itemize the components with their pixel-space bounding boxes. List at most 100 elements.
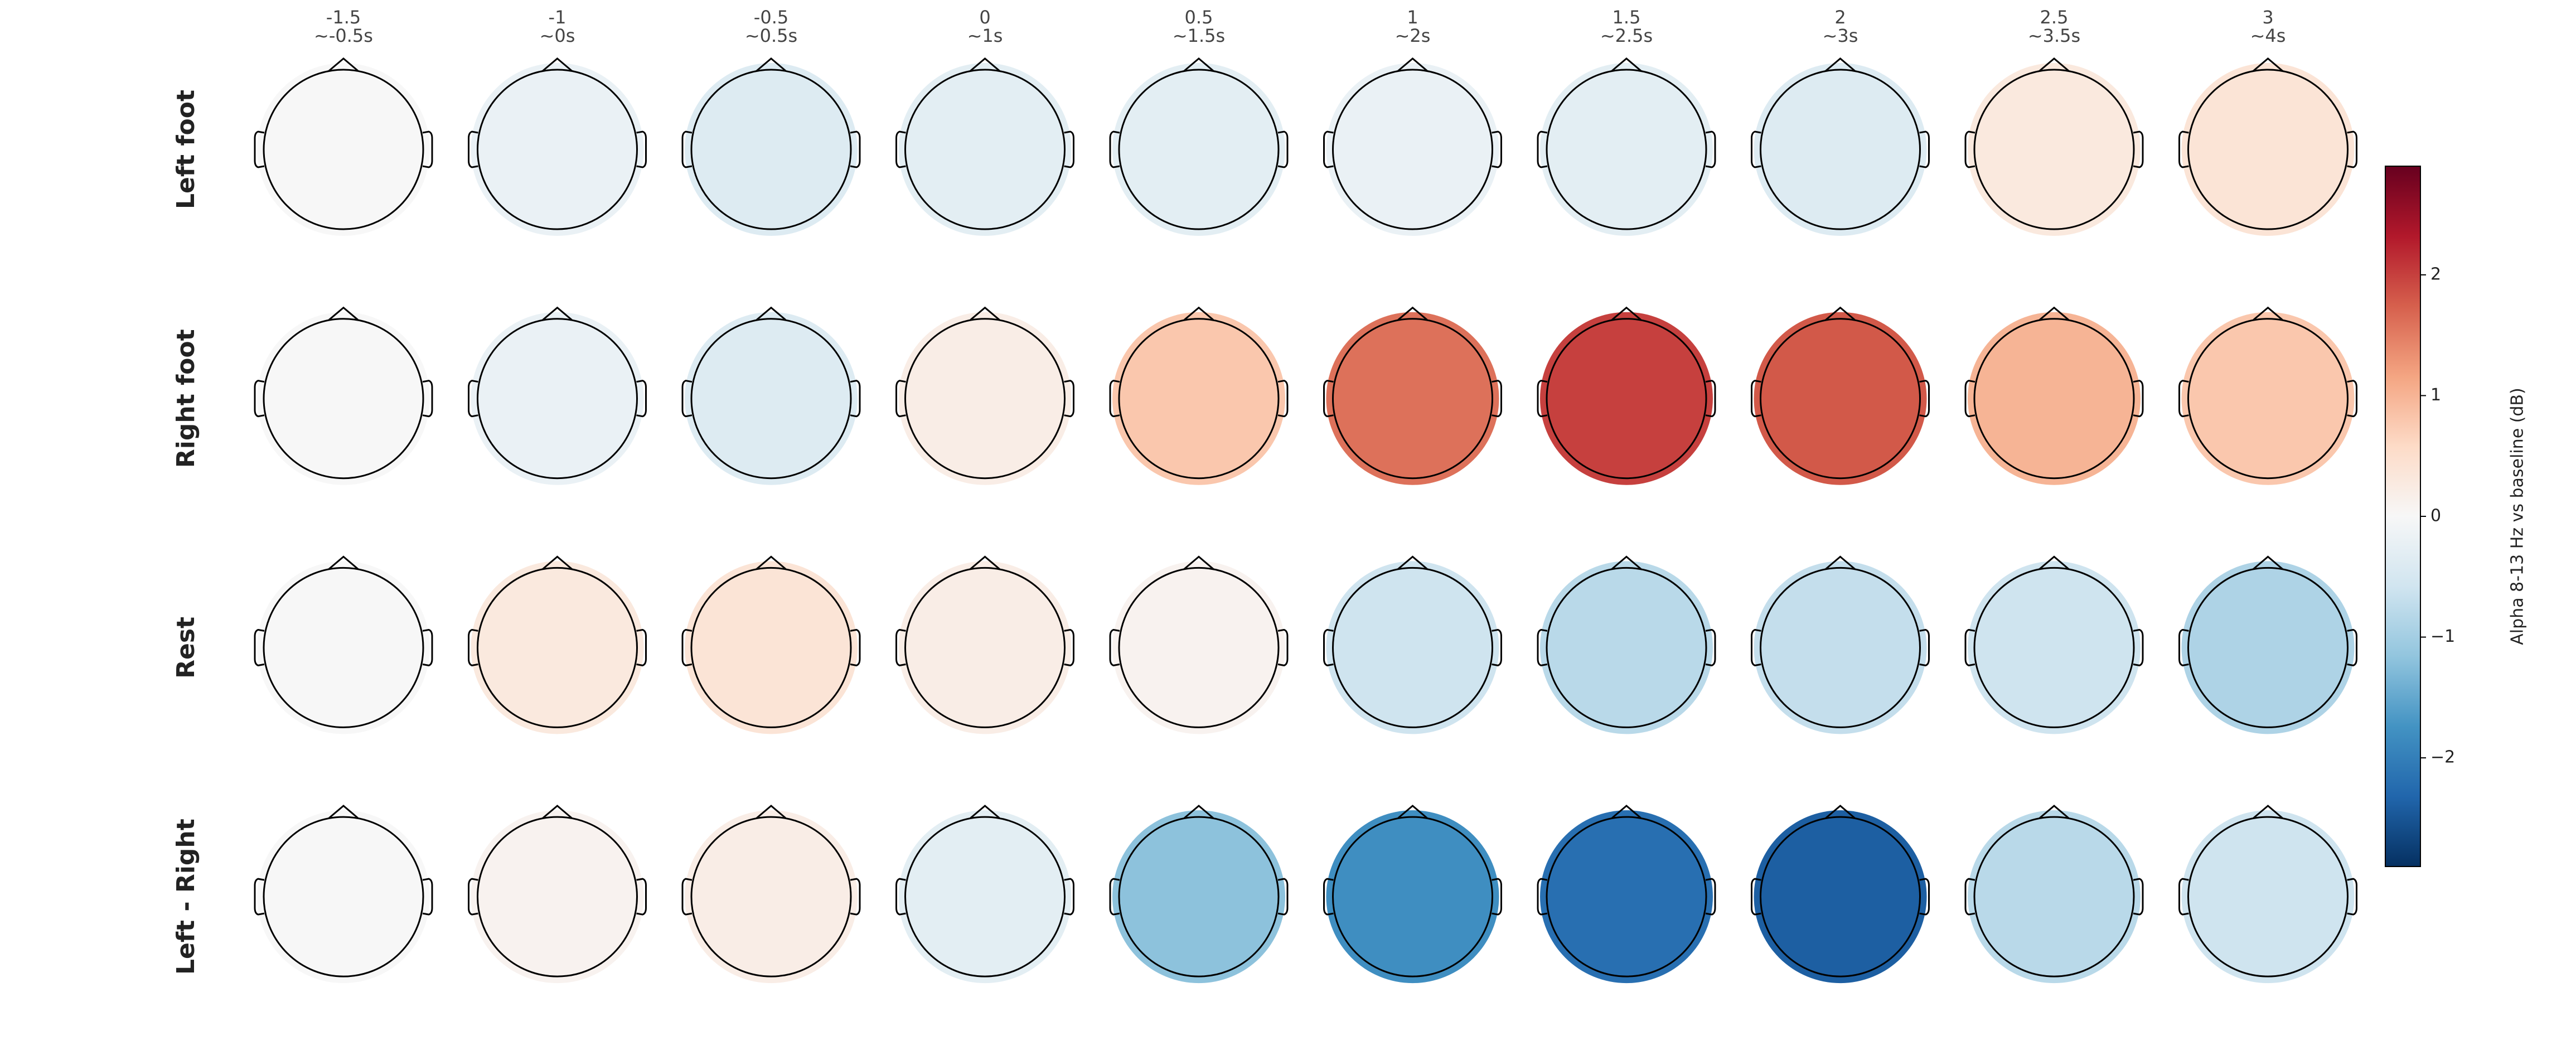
topomap bbox=[468, 805, 647, 984]
nose bbox=[1397, 555, 1428, 570]
nose bbox=[970, 306, 1000, 321]
left-ear bbox=[1964, 130, 1975, 168]
nose bbox=[1825, 805, 1856, 819]
topomap-fill bbox=[257, 312, 430, 485]
topomap-fill bbox=[471, 312, 644, 485]
topomap bbox=[1751, 805, 1930, 984]
topomap-fill bbox=[1540, 810, 1713, 984]
topomap bbox=[895, 805, 1074, 984]
column-title: -1.5 bbox=[326, 7, 361, 28]
head-outline bbox=[1973, 318, 2135, 480]
nose bbox=[970, 57, 1000, 72]
colorbar bbox=[2385, 166, 2421, 867]
right-ear bbox=[2133, 628, 2144, 666]
column-subtitle: ~0.5s bbox=[745, 25, 797, 46]
right-ear bbox=[636, 878, 647, 916]
column-title: -0.5 bbox=[754, 7, 788, 28]
topomap-fill bbox=[1540, 312, 1713, 485]
right-ear bbox=[2133, 130, 2144, 168]
left-ear bbox=[468, 878, 478, 916]
nose bbox=[2253, 57, 2283, 72]
topomap bbox=[468, 555, 647, 734]
nose bbox=[756, 805, 786, 819]
nose bbox=[2039, 805, 2069, 819]
column-subtitle: ~1s bbox=[967, 25, 1003, 46]
column-subtitle: ~3s bbox=[1823, 25, 1858, 46]
right-ear bbox=[2133, 878, 2144, 916]
right-ear bbox=[422, 380, 433, 418]
right-ear bbox=[1492, 380, 1502, 418]
right-ear bbox=[636, 380, 647, 418]
topomap bbox=[1964, 306, 2144, 485]
row-label: Left - Right bbox=[172, 819, 200, 975]
nose bbox=[542, 555, 573, 570]
head-outline bbox=[1332, 816, 1493, 977]
topomap bbox=[895, 306, 1074, 485]
head-outline bbox=[2187, 318, 2349, 480]
nose bbox=[1397, 306, 1428, 321]
head-outline bbox=[690, 69, 852, 230]
head-outline bbox=[263, 69, 424, 230]
left-ear bbox=[2178, 380, 2189, 418]
left-ear bbox=[1109, 628, 1120, 666]
row-label: Left foot bbox=[172, 90, 200, 209]
head-outline bbox=[690, 318, 852, 480]
column-subtitle: ~2s bbox=[1395, 25, 1431, 46]
nose bbox=[328, 555, 359, 570]
nose bbox=[756, 57, 786, 72]
topomap-fill bbox=[1754, 63, 1927, 236]
nose bbox=[970, 555, 1000, 570]
head-outline bbox=[1332, 69, 1493, 230]
right-ear bbox=[2347, 628, 2357, 666]
topomap bbox=[468, 57, 647, 236]
left-ear bbox=[1751, 130, 1761, 168]
topomap-fill bbox=[1112, 312, 1285, 485]
topomap bbox=[1537, 805, 1716, 984]
left-ear bbox=[895, 380, 906, 418]
head-outline bbox=[1973, 816, 2135, 977]
topomap bbox=[1751, 555, 1930, 734]
right-ear bbox=[1064, 628, 1074, 666]
right-ear bbox=[1919, 628, 1930, 666]
head-outline bbox=[2187, 69, 2349, 230]
right-ear bbox=[422, 878, 433, 916]
head-outline bbox=[2187, 567, 2349, 728]
right-ear bbox=[636, 130, 647, 168]
topomap-fill bbox=[685, 561, 858, 734]
right-ear bbox=[1919, 380, 1930, 418]
topomap-fill bbox=[1968, 312, 2141, 485]
row-label: Rest bbox=[172, 617, 200, 679]
right-ear bbox=[422, 130, 433, 168]
nose bbox=[1825, 306, 1856, 321]
nose bbox=[1184, 306, 1214, 321]
head-outline bbox=[477, 816, 638, 977]
topomap bbox=[1751, 306, 1930, 485]
right-ear bbox=[1492, 130, 1502, 168]
column-subtitle: ~2.5s bbox=[1600, 25, 1653, 46]
row-label: Right foot bbox=[172, 329, 200, 468]
left-ear bbox=[1537, 130, 1548, 168]
nose bbox=[542, 306, 573, 321]
column-subtitle: ~3.5s bbox=[2028, 25, 2080, 46]
left-ear bbox=[1323, 130, 1334, 168]
left-ear bbox=[1964, 628, 1975, 666]
right-ear bbox=[1919, 130, 1930, 168]
topomap-fill bbox=[257, 63, 430, 236]
right-ear bbox=[1277, 380, 1289, 418]
topomap-fill bbox=[1112, 810, 1285, 984]
head-outline bbox=[1546, 816, 1707, 977]
head-outline bbox=[1332, 567, 1493, 728]
right-ear bbox=[850, 380, 861, 418]
topomap bbox=[1964, 57, 2144, 236]
topomap-fill bbox=[1540, 561, 1713, 734]
topomap-fill bbox=[1968, 561, 2141, 734]
left-ear bbox=[2178, 130, 2189, 168]
topomap bbox=[1323, 57, 1502, 236]
topomap bbox=[895, 555, 1074, 734]
column-title: 0 bbox=[979, 7, 990, 28]
nose bbox=[1397, 57, 1428, 72]
head-outline bbox=[263, 816, 424, 977]
topomap-fill bbox=[1112, 561, 1285, 734]
nose bbox=[756, 306, 786, 321]
head-outline bbox=[904, 318, 1066, 480]
